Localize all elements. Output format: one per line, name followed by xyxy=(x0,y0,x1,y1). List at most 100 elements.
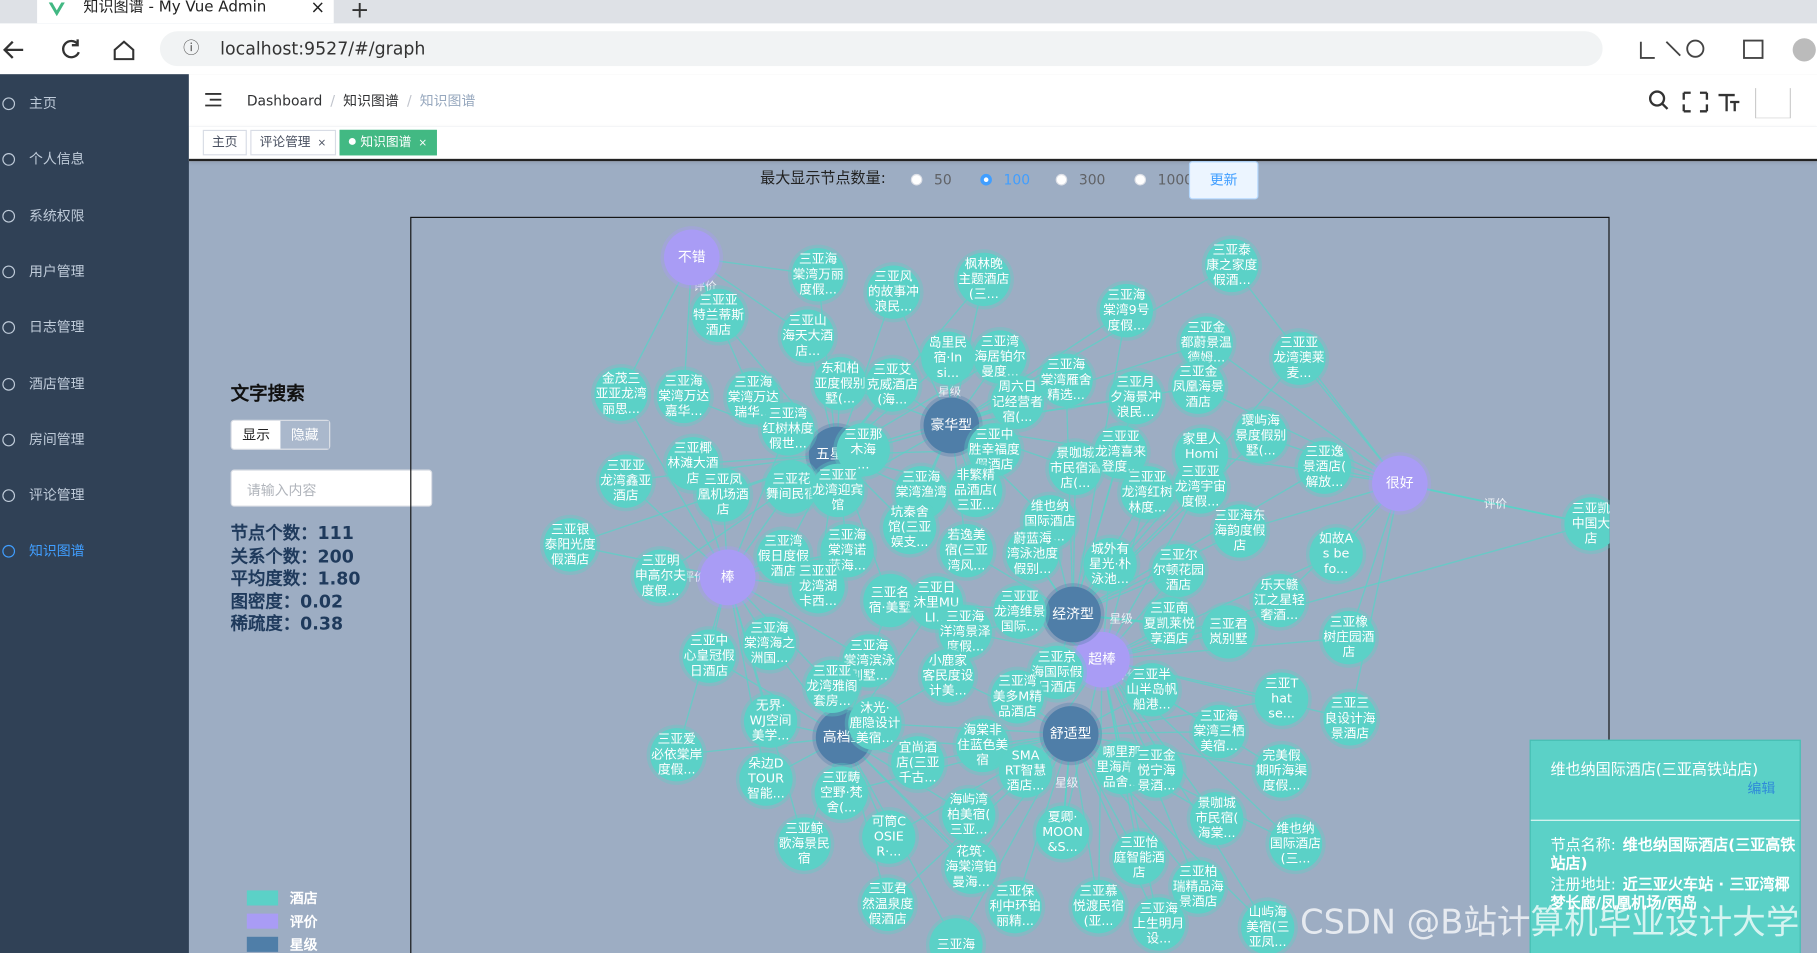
hotel-node[interactable]: 三亚亚龙湾维景国际... xyxy=(989,582,1050,643)
hotel-node[interactable]: 三亚海棠湾海之洲国... xyxy=(739,613,800,674)
hotel-node[interactable]: 三亚亚龙湾雅阁套房... xyxy=(801,656,863,717)
hotel-node[interactable]: 三亚海棠湾雁舍精选... xyxy=(1035,350,1097,411)
category-node[interactable]: 棒 xyxy=(696,546,760,609)
hotel-node[interactable]: 乐天赣江之星轻奢酒... xyxy=(1249,570,1310,631)
tab-close[interactable]: × xyxy=(310,0,326,18)
hotel-node[interactable]: 花筑·海棠湾铂曼海... xyxy=(940,837,1002,898)
hotel-node[interactable]: 三亚湾红树林度假世... xyxy=(757,398,819,460)
navbar-tools[interactable] xyxy=(1647,88,1809,119)
hotel-node[interactable]: 三亚爱必依棠岸度假... xyxy=(646,724,707,785)
tag[interactable]: 评论管理 × xyxy=(250,129,336,156)
hotel-node[interactable]: 璎屿海景度假别墅(... xyxy=(1230,405,1291,467)
url-field[interactable]: ⓘ localhost:9527/#/graph xyxy=(159,31,1603,67)
hotel-node[interactable]: 三亚海 xyxy=(925,914,987,953)
hotel-node[interactable]: 金茂三亚亚龙湾丽思... xyxy=(590,364,652,425)
hotel-node[interactable]: 三亚金都蔚景温德姆... xyxy=(1176,313,1237,374)
hotel-node[interactable]: 无界·WJ空间美学... xyxy=(740,691,801,752)
hotel-node[interactable]: SMART智慧酒店... xyxy=(995,740,1056,802)
hotel-node[interactable]: 三亚月夕海景冲浪民... xyxy=(1105,367,1166,428)
toggle-button[interactable]: 隐藏 xyxy=(280,420,330,449)
crumb[interactable]: 知识图谱 xyxy=(343,92,399,109)
hotel-node[interactable]: 三亚海棠湾万丽度假... xyxy=(787,244,849,305)
hotel-node[interactable]: 夏卿·MOON&S... xyxy=(1032,802,1093,863)
hotel-node[interactable]: 宜尚酒店(三亚千古... xyxy=(887,732,948,794)
menu-item[interactable]: 系统权限 xyxy=(0,192,189,238)
nav-buttons[interactable] xyxy=(0,35,151,65)
tag[interactable]: 主页 xyxy=(202,129,247,156)
category-node[interactable]: 经济型 xyxy=(1041,583,1105,646)
menu-item[interactable]: 日志管理 xyxy=(0,304,189,350)
category-node[interactable]: 不错 xyxy=(660,226,724,289)
hotel-node[interactable]: 三亚金悦宁海景酒... xyxy=(1126,740,1187,802)
hamburger[interactable] xyxy=(205,92,224,108)
hotel-node[interactable]: 坑秦舍馆(三亚娱支... xyxy=(879,497,940,558)
radio-option[interactable]: 300 xyxy=(1055,166,1105,195)
category-node[interactable]: 豪华型 xyxy=(920,394,983,457)
category-node[interactable]: 舒适型 xyxy=(1039,702,1103,766)
search-input[interactable]: 请输入内容 xyxy=(230,469,433,507)
radio-option[interactable]: 100 xyxy=(980,166,1030,195)
update-button[interactable]: 更新 xyxy=(1188,161,1259,200)
hotel-node[interactable]: 三亚那木海... xyxy=(833,419,894,480)
hotel-node[interactable]: 周六日记经营者宿(... xyxy=(987,372,1048,433)
hotel-node[interactable]: 三亚风的故事冲浪民... xyxy=(863,262,924,323)
hotel-node[interactable]: 景咖城市民宿(海棠... xyxy=(1186,788,1247,849)
hotel-node[interactable]: 三亚保利中环铂丽精... xyxy=(984,876,1046,937)
browser-actions[interactable] xyxy=(1634,35,1817,65)
hotel-node[interactable]: 三亚湾海居铂尔曼度... xyxy=(969,326,1031,388)
hotel-node[interactable]: 山屿海美宿(三亚凤... xyxy=(1237,897,1298,953)
radio-option[interactable]: 1000 xyxy=(1134,166,1193,195)
hotel-node[interactable]: 三亚Thatse... xyxy=(1251,668,1312,730)
hotel-node[interactable]: 景咖城市民宿酒店(... xyxy=(1045,438,1106,499)
hotel-node[interactable]: 三亚海棠湾万达瑞华... xyxy=(723,367,784,428)
hotel-node[interactable]: 可筒COSIER·... xyxy=(858,806,919,868)
category-node[interactable]: 很好 xyxy=(1368,452,1432,515)
menu-item[interactable]: 知识图谱 xyxy=(0,528,189,574)
toggle-button[interactable]: 显示 xyxy=(242,426,271,443)
hotel-node[interactable]: 岛里民宿·Insi... xyxy=(917,328,979,389)
hotel-node[interactable]: 三亚海棠湾三栖美宿... xyxy=(1188,701,1250,762)
menu-item[interactable]: 房间管理 xyxy=(0,416,189,462)
hotel-node[interactable]: 三亚亚龙湾澳莱麦... xyxy=(1268,328,1330,389)
hotel-node[interactable]: 非繁精品酒店(三亚... xyxy=(945,460,1006,521)
hotel-node[interactable]: 沐光·鹿隐设计美宿... xyxy=(844,693,906,754)
category-node[interactable]: 超棒 xyxy=(1070,628,1134,692)
menu-item[interactable]: 个人信息 xyxy=(0,136,189,182)
hotel-node[interactable]: 蔚蓝海湾泳池度假别... xyxy=(1002,524,1063,585)
hotel-node[interactable]: 三亚亚龙湾湖卡西... xyxy=(787,556,849,617)
hotel-node[interactable]: 三亚山海天大酒店... xyxy=(777,306,838,367)
hotel-node[interactable]: 小鹿家客民度设计美... xyxy=(917,645,979,707)
hotel-node[interactable]: 完美假期听海渠度假... xyxy=(1251,740,1312,802)
hotel-node[interactable]: 三亚海上生明月设... xyxy=(1128,893,1189,953)
radio-option[interactable]: 50 xyxy=(910,166,952,195)
hotel-node[interactable]: 三亚海洋湾景泽度假... xyxy=(935,601,996,663)
tag[interactable]: 知识图谱 × xyxy=(339,129,437,156)
hotel-node[interactable]: 三亚亚龙湾红树林度... xyxy=(1117,462,1178,523)
hotel-node[interactable]: 三亚海棠湾万达嘉华... xyxy=(653,366,714,427)
browser-tab[interactable]: 知识图谱 - My Vue Admin × xyxy=(37,0,334,24)
hotel-node[interactable]: 三亚慕悦渡民宿(亚... xyxy=(1068,876,1129,937)
hotel-node[interactable]: 枫林晚主题酒店(三... xyxy=(953,249,1014,310)
menu-item[interactable]: 主页 xyxy=(0,80,189,126)
hotel-node[interactable]: 海屿湾柏美宿(三亚... xyxy=(938,784,999,846)
